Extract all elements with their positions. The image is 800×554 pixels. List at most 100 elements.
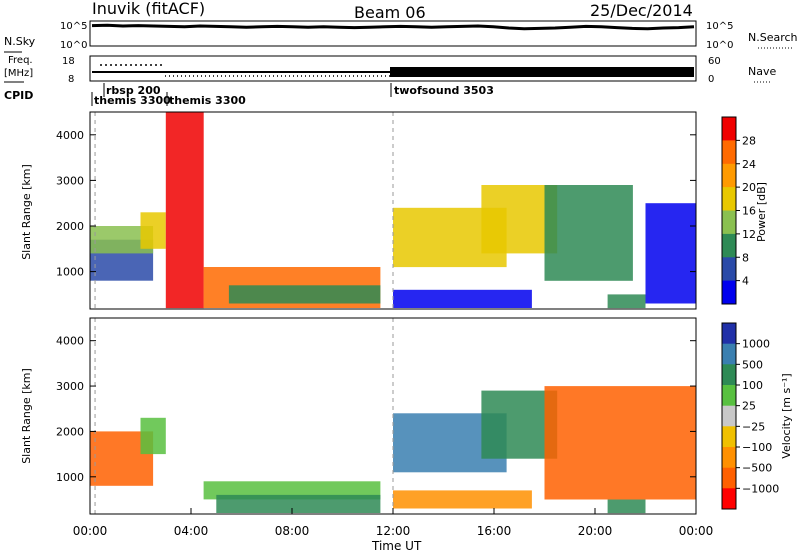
xtick-label-2: 08:00 [275,524,310,538]
cpid-segment-themis-2: themis 3300 [169,94,246,107]
freq-tick-bottom: 8 [68,74,74,85]
nave-tick-top: 60 [708,56,721,67]
nsky-left-label: N.Sky [4,35,36,48]
freq-panel: Freq. [MHz] 18 8 60 0 Nave [4,55,776,85]
date-label: 25/Dec/2014 [590,1,693,20]
nave-tick-bottom: 0 [708,74,714,85]
nsky-left-tick-top: 10^5 [60,21,87,32]
velocity-colorbar-swatch-8 [722,488,736,510]
nsky-left-tick-bottom: 10^0 [60,40,87,51]
power-region-11 [645,203,696,304]
power-ytick-label-3: 4000 [56,129,84,142]
velocity-colorbar-label: Velocity [m s⁻¹] [780,373,793,458]
velocity-colorbar-label-0: 1000 [742,338,770,351]
velocity-region-2 [203,481,381,500]
velocity-ytick-label-1: 2000 [56,425,84,438]
xtick-label-5: 20:00 [578,524,613,538]
power-colorbar-label-6: 4 [742,275,749,288]
velocity-colorbar-label-2: 100 [742,379,763,392]
power-ytick-label-1: 2000 [56,220,84,233]
power-region-3 [165,112,204,309]
power-ytick-label-2: 3000 [56,174,84,187]
xtick-label-0: 00:00 [73,524,108,538]
cpid-panel: CPID rbsp 200 themis 3300 themis 3300 tw… [4,83,494,107]
freq-label-line1: Freq. [8,55,33,66]
velocity-colorbar-label-7: −1000 [742,482,779,495]
velocity-colorbar-swatch-6 [722,447,736,469]
velocity-region-7 [544,386,696,500]
velocity-colorbar-swatch-0 [722,323,736,345]
nsky-right-tick-top: 10^5 [706,21,733,32]
velocity-ytick-label-3: 4000 [56,335,84,348]
nsky-series-line [91,23,695,31]
xtick-label-4: 16:00 [477,524,512,538]
power-region-5 [228,285,381,304]
power-region-9 [544,185,633,281]
velocity-region-4 [393,490,532,509]
power-colorbar-swatch-6 [722,257,736,282]
cpid-segment-twofsound: twofsound 3503 [394,84,494,97]
xtick-label-3: 12:00 [376,524,411,538]
velocity-colorbar-label-3: 25 [742,400,756,413]
velocity-region-1 [140,417,166,455]
xaxis-label: Time UT [371,539,422,553]
velocity-panel: 1000 2000 3000 4000 Slant Range [km] 1000 50… [20,317,793,515]
power-colorbar-swatch-2 [722,163,736,188]
velocity-colorbar-swatch-1 [722,343,736,365]
cpid-segment-themis-1: themis 3300 [94,94,171,107]
velocity-heatmap-marks [90,318,696,514]
velocity-colorbar-swatch-7 [722,467,736,489]
power-colorbar-swatch-4 [722,210,736,235]
nave-series-block [390,67,694,77]
power-colorbar-swatch-3 [722,187,736,211]
power-region-6 [393,289,532,308]
cpid-segment-rbsp: rbsp 200 [106,84,161,97]
velocity-yaxis-ticks: 1000 2000 3000 4000 [56,335,696,484]
time-axis: Time UT 00:00 04:00 08:00 12:00 16:00 20:00 00… [73,508,714,553]
velocity-colorbar: 1000 500 100 25 −25 −100 −500 −1000 [721,322,779,510]
cpid-label: CPID [4,89,33,102]
power-region-2 [140,212,166,249]
velocity-colorbar-label-6: −500 [742,462,772,475]
power-colorbar-label-4: 12 [742,228,756,241]
velocity-ylabel: Slant Range [km] [20,368,33,464]
velocity-colorbar-label-5: −100 [742,441,772,454]
velocity-colorbar-swatch-5 [722,426,736,448]
power-heatmap-marks [90,112,696,309]
power-colorbar-label-5: 8 [742,251,749,264]
velocity-colorbar-swatch-3 [722,385,736,407]
power-yaxis-ticks: 1000 2000 3000 4000 [56,129,696,279]
power-region-10 [607,294,646,309]
nsky-panel: N.Sky 10^5 10^0 10^5 10^0 N.Search [4,20,798,53]
power-colorbar-swatch-7 [722,280,736,305]
power-colorbar-label-3: 16 [742,205,756,218]
velocity-colorbar-swatch-2 [722,364,736,386]
power-colorbar-swatch-0 [722,117,736,141]
nsky-right-tick-bottom: 10^0 [706,40,733,51]
power-colorbar-swatch-5 [722,233,736,258]
power-colorbar-swatch-1 [722,140,736,165]
velocity-ytick-label-0: 1000 [56,471,84,484]
figure-title: Inuvik (fitACF) [92,0,205,18]
freq-label-line2: [MHz] [4,68,33,79]
velocity-region-3 [216,494,381,513]
power-colorbar-label-2: 20 [742,181,756,194]
xtick-label-6: 00:00 [679,524,714,538]
freq-tick-top: 18 [62,56,75,67]
velocity-colorbar-frame [721,322,737,510]
beam-label: Beam 06 [354,3,426,22]
power-colorbar-label-1: 24 [742,158,756,171]
power-colorbar: 28 24 20 16 12 8 4 [721,116,756,305]
velocity-colorbar-swatch-4 [722,405,736,427]
power-ytick-label-0: 1000 [56,266,84,279]
velocity-region-8 [607,499,646,514]
power-panel: 1000 2000 3000 4000 Slant Range [km] 28 24 20… [20,111,768,310]
power-ylabel: Slant Range [km] [20,164,33,260]
velocity-colorbar-label-4: −25 [742,420,765,433]
nave-label: Nave [748,65,776,78]
xtick-label-1: 04:00 [174,524,209,538]
velocity-colorbar-label-1: 500 [742,358,763,371]
velocity-ytick-label-2: 3000 [56,380,84,393]
power-colorbar-label-0: 28 [742,134,756,147]
